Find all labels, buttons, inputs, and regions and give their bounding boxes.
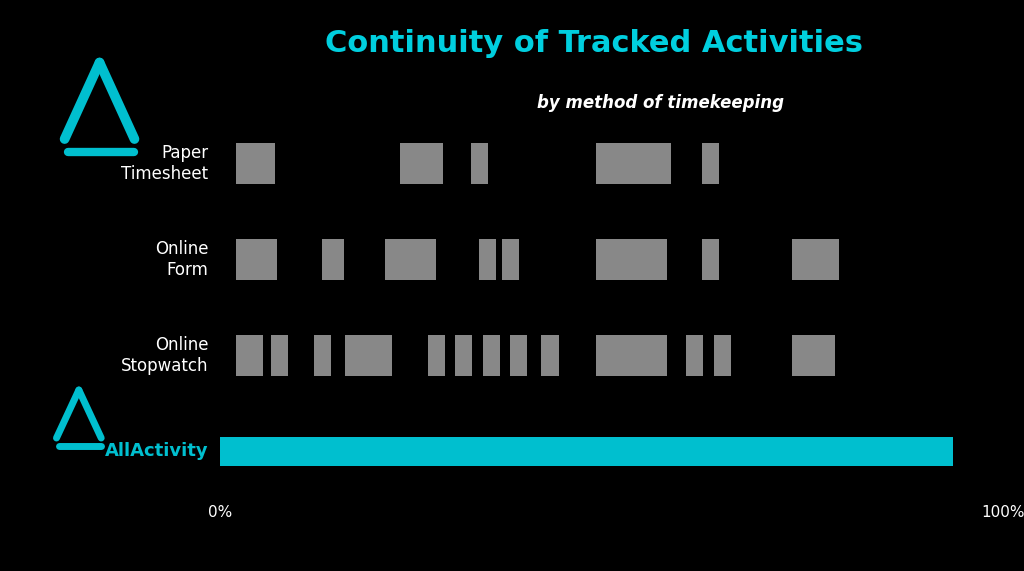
Bar bbox=[701, 143, 719, 183]
Bar bbox=[236, 239, 276, 280]
Bar bbox=[471, 143, 488, 183]
Text: by method of timekeeping: by method of timekeeping bbox=[537, 94, 784, 112]
Bar bbox=[792, 239, 839, 280]
Bar bbox=[502, 239, 519, 280]
Bar bbox=[596, 143, 671, 183]
Bar bbox=[322, 239, 344, 280]
Bar bbox=[236, 143, 275, 183]
Bar bbox=[385, 239, 435, 280]
Text: 100%: 100% bbox=[982, 505, 1024, 520]
Bar bbox=[686, 335, 703, 376]
Bar bbox=[596, 239, 667, 280]
Bar bbox=[478, 239, 496, 280]
Bar bbox=[314, 335, 332, 376]
Text: Paper
Timesheet: Paper Timesheet bbox=[121, 144, 209, 183]
Bar bbox=[428, 335, 445, 376]
Text: Continuity of Tracked Activities: Continuity of Tracked Activities bbox=[325, 29, 863, 58]
Bar bbox=[482, 335, 500, 376]
Bar bbox=[220, 437, 952, 466]
Bar bbox=[792, 335, 836, 376]
Bar bbox=[236, 335, 263, 376]
Text: Online
Stopwatch: Online Stopwatch bbox=[121, 336, 209, 375]
Bar bbox=[271, 335, 289, 376]
Bar bbox=[455, 335, 472, 376]
Text: AllActivity: AllActivity bbox=[104, 443, 209, 460]
Bar bbox=[596, 335, 667, 376]
Text: Online
Form: Online Form bbox=[155, 240, 209, 279]
Bar bbox=[714, 335, 731, 376]
Bar bbox=[510, 335, 527, 376]
Text: 0%: 0% bbox=[208, 505, 232, 520]
Bar bbox=[345, 335, 392, 376]
Bar bbox=[400, 143, 443, 183]
Bar bbox=[542, 335, 558, 376]
Bar bbox=[701, 239, 719, 280]
